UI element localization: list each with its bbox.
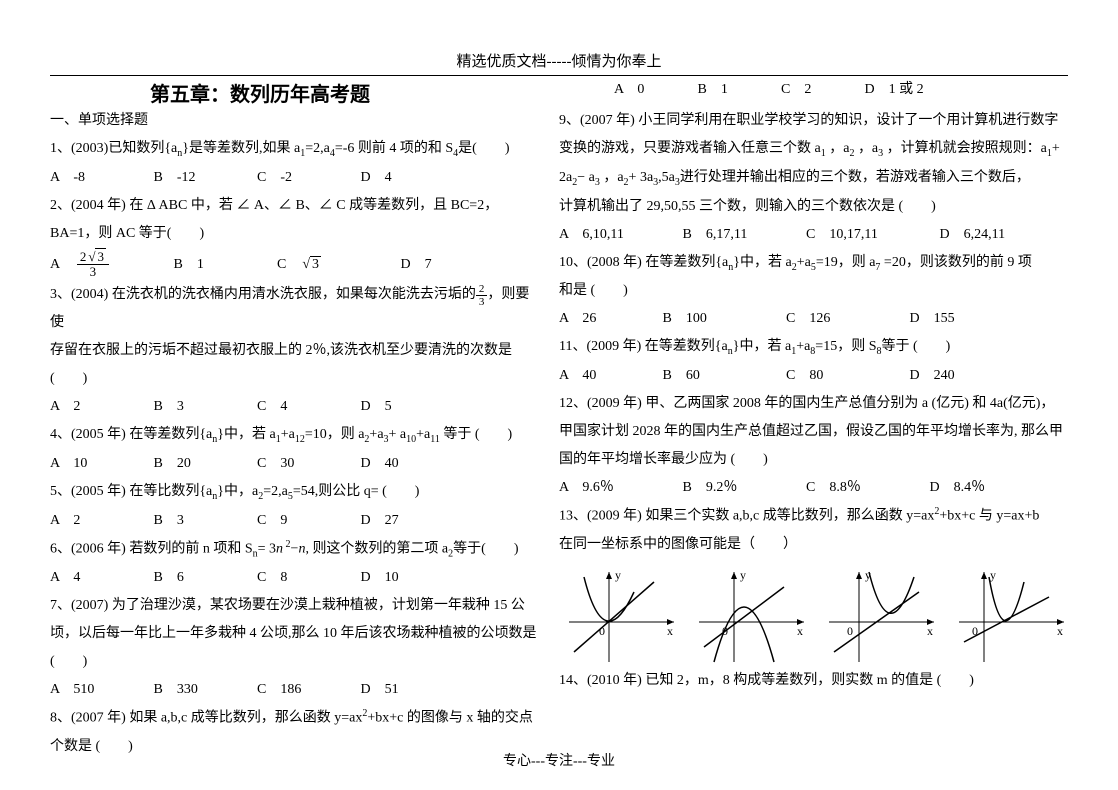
question-4: 4、(2005 年) 在等差数列{an}中，若 a1+a12=10，则 a2+a… — [50, 421, 539, 450]
question-2: 2、(2004 年) 在 Δ ABC 中，若 ∠ A、∠ B、∠ C 成等差数列… — [50, 192, 539, 248]
chart-row: y x 0 y x 0 — [559, 567, 1068, 667]
svg-text:y: y — [615, 568, 621, 582]
question-13b: 在同一坐标系中的图像可能是（ ） — [559, 531, 1068, 559]
question-9c: 计算机输出了 29,50,55 三个数，则输入的三个数依次是 ( ) — [559, 193, 1068, 221]
chart-b: y x 0 — [689, 567, 809, 667]
q8-opt-a: A 0 — [614, 78, 694, 98]
question-12: 12、(2009 年) 甲、乙两国家 2008 年的国内生产总值分别为 a (亿… — [559, 390, 1068, 474]
q10-options: A 26 B 100 C 126 D 155 — [559, 305, 1068, 333]
svg-text:x: x — [667, 624, 673, 638]
q12-options: A 9.6％ B 9.2％ C 8.8％ D 8.4％ — [559, 474, 1068, 502]
divider — [50, 75, 1068, 76]
left-column: 一、单项选择题 1、(2003)已知数列{an}是等差数列,如果 a1=2,a4… — [50, 107, 539, 761]
chart-c: y x 0 — [819, 567, 939, 667]
page-footer: 专心---专注---专业 — [0, 750, 1118, 770]
svg-text:0: 0 — [599, 624, 605, 638]
q8-opt-d: D 1 或 2 — [865, 78, 985, 98]
q5-options: A 2 B 3 C 9 D 27 — [50, 507, 539, 535]
question-8: 8、(2007 年) 如果 a,b,c 成等比数列，那么函数 y=ax2+bx+… — [50, 704, 539, 733]
q6-options: A 4 B 6 C 8 D 10 — [50, 564, 539, 592]
svg-text:y: y — [740, 568, 746, 582]
question-9b: 2a2− a3 ，a2+ 3a3,5a3进行处理并输出相应的三个数，若游戏者输入… — [559, 164, 1068, 193]
question-6: 6、(2006 年) 若数列的前 n 项和 Sn= 3n 2−n, 则这个数列的… — [50, 535, 539, 564]
q9-options: A 6,10,11 B 6,17,11 C 10,17,11 D 6,24,11 — [559, 221, 1068, 249]
question-7: 7、(2007) 为了治理沙漠，某农场要在沙漠上栽种植被，计划第一年栽种 15 … — [50, 592, 539, 676]
page-header: 精选优质文档-----倾情为你奉上 — [50, 50, 1068, 71]
q8-opt-c: C 2 — [781, 78, 861, 98]
question-14: 14、(2010 年) 已知 2，m，8 构成等差数列，则实数 m 的值是 ( … — [559, 667, 1068, 695]
svg-text:x: x — [927, 624, 933, 638]
q8-opt-b: B 1 — [698, 78, 778, 98]
content-columns: 一、单项选择题 1、(2003)已知数列{an}是等差数列,如果 a1=2,a4… — [50, 107, 1068, 761]
q4-options: A 10 B 20 C 30 D 40 — [50, 450, 539, 478]
question-1: 1、(2003)已知数列{an}是等差数列,如果 a1=2,a4=-6 则前 4… — [50, 135, 539, 164]
question-5: 5、(2005 年) 在等比数列{an}中，a2=2,a5=54,则公比 q= … — [50, 478, 539, 507]
chart-d: y x 0 — [949, 567, 1069, 667]
question-9: 9、(2007 年) 小王同学利用在职业学校学习的知识，设计了一个用计算机进行数… — [559, 107, 1068, 164]
q2-options: A 233 B 1 C 3 D 7 — [50, 248, 539, 282]
q11-options: A 40 B 60 C 80 D 240 — [559, 362, 1068, 390]
svg-text:y: y — [990, 568, 996, 582]
svg-text:x: x — [797, 624, 803, 638]
q8-options-row: A 0 B 1 C 2 D 1 或 2 — [604, 78, 1068, 107]
chapter-title: 第五章：数列历年高考题 — [150, 78, 604, 107]
svg-text:0: 0 — [972, 624, 978, 638]
svg-text:x: x — [1057, 624, 1063, 638]
q7-options: A 510 B 330 C 186 D 51 — [50, 676, 539, 704]
q1-options: A -8 B -12 C -2 D 4 — [50, 164, 539, 192]
svg-text:y: y — [865, 568, 871, 582]
question-3b: 存留在衣服上的污垢不超过最初衣服上的 2％,该洗衣机至少要清洗的次数是( ) — [50, 337, 539, 393]
q3-options: A 2 B 3 C 4 D 5 — [50, 393, 539, 421]
question-13: 13、(2009 年) 如果三个实数 a,b,c 成等比数列，那么函数 y=ax… — [559, 502, 1068, 531]
section-heading: 一、单项选择题 — [50, 107, 539, 135]
question-3: 3、(2004) 在洗衣机的洗衣桶内用清水洗衣服，如果每次能洗去污垢的23，则要… — [50, 281, 539, 337]
svg-text:0: 0 — [722, 624, 728, 638]
right-column: 9、(2007 年) 小王同学利用在职业学校学习的知识，设计了一个用计算机进行数… — [559, 107, 1068, 761]
question-10: 10、(2008 年) 在等差数列{an}中，若 a2+a5=19，则 a7 =… — [559, 249, 1068, 278]
chart-a: y x 0 — [559, 567, 679, 667]
question-11: 11、(2009 年) 在等差数列{an}中，若 a1+a8=15，则 S8等于… — [559, 333, 1068, 362]
svg-text:0: 0 — [847, 624, 853, 638]
question-10b: 和是 ( ) — [559, 277, 1068, 305]
